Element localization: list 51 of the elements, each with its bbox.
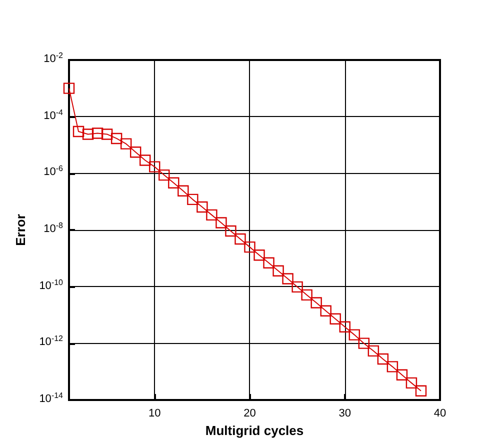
point	[110, 132, 122, 144]
point	[92, 128, 104, 139]
point	[386, 361, 398, 372]
point	[178, 185, 189, 196]
point	[244, 241, 256, 253]
point	[396, 369, 408, 380]
point	[358, 338, 370, 349]
y-tick-label: 10$^{-6}$	[44, 164, 63, 180]
point	[206, 209, 218, 221]
x-tick-label: 40	[434, 408, 446, 420]
y-tick-label: 10$^{-2}$	[44, 51, 63, 66]
x-tick-label: 10	[148, 408, 161, 420]
point	[196, 201, 208, 213]
point	[254, 250, 265, 261]
point	[310, 297, 322, 308]
point	[330, 313, 341, 324]
point	[72, 126, 84, 138]
point	[120, 138, 132, 150]
y-tick-label: 10$^{-4}$	[44, 108, 63, 123]
y-tick-label: 10$^{-12}$	[39, 334, 63, 350]
point	[320, 305, 332, 316]
point	[415, 385, 427, 396]
y-tick-label: 10$^{-10}$	[39, 278, 63, 293]
point	[368, 345, 380, 357]
point	[187, 194, 198, 206]
point	[263, 257, 274, 268]
point	[63, 82, 75, 94]
point	[406, 377, 418, 389]
point	[301, 289, 312, 301]
x-tick-label: 30	[338, 408, 351, 420]
point	[82, 128, 94, 140]
point	[101, 128, 113, 140]
point	[158, 169, 170, 181]
point	[282, 273, 294, 284]
x-axis-title: Multigrid cycles	[205, 422, 304, 438]
y-axis-title: Error	[13, 214, 28, 246]
point	[168, 177, 180, 188]
point	[234, 233, 246, 245]
point	[216, 217, 227, 228]
point	[149, 161, 160, 172]
point	[292, 281, 303, 293]
point	[225, 225, 236, 237]
y-tick-label: 10$^{-8}$	[44, 221, 63, 236]
x-tick-label: 20	[244, 408, 256, 420]
point	[140, 154, 151, 166]
y-tick-label: 10$^{-14}$	[39, 391, 63, 406]
point	[272, 265, 284, 277]
point	[130, 146, 142, 158]
point	[377, 353, 389, 365]
point	[348, 329, 360, 340]
point	[339, 321, 350, 333]
